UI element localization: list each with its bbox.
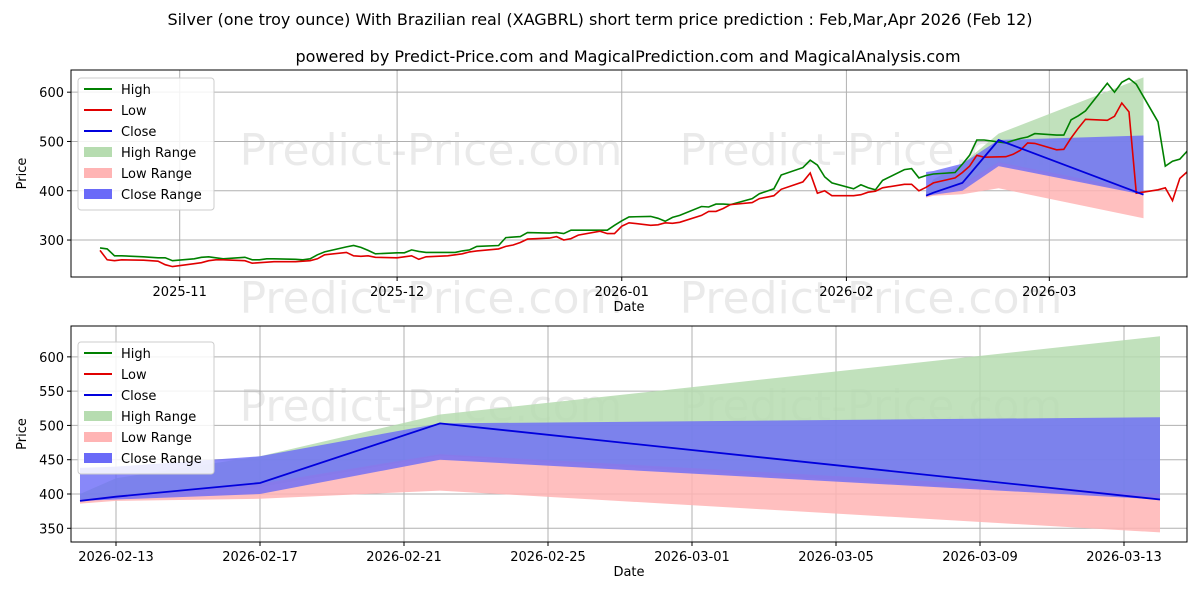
x-tick-label: 2026-02-13 (78, 550, 154, 565)
y-axis-label: Price (15, 418, 30, 450)
x-tick-label: 2026-03-05 (798, 550, 874, 565)
legend-label: Low Range (121, 167, 192, 182)
legend-label: Low (121, 368, 147, 383)
low-series-line (99, 101, 1187, 268)
close-range-band (926, 135, 1144, 196)
x-tick-label: 2026-01 (595, 285, 649, 300)
y-tick-label: 550 (39, 385, 64, 400)
axis-ticks: 2025-11 2025-12 2026-01 2026-02 2026-03 300 40… (39, 86, 1076, 300)
y-tick-label: 500 (39, 419, 64, 434)
y-tick-label: 400 (39, 488, 64, 503)
watermark: Predict-Price.com (240, 125, 623, 176)
y-tick-label: 600 (39, 86, 64, 101)
plot-frame (70, 325, 1188, 543)
legend-label: Close (121, 125, 156, 140)
legend-label: High Range (121, 146, 196, 161)
watermark: Predict-Price.com (680, 273, 1063, 324)
y-tick-label: 600 (39, 351, 64, 366)
watermark: Predict-Price.com (240, 273, 623, 324)
x-axis-label: Date (613, 300, 644, 315)
legend-label: High Range (121, 410, 196, 425)
x-tick-label: 2026-03-13 (1086, 550, 1162, 565)
axis-ticks: 2026-02-13 2026-02-17 2026-02-21 2026-02-25… (39, 351, 1162, 565)
x-tick-label: 2026-03-09 (942, 550, 1018, 565)
x-tick-label: 2025-11 (153, 285, 207, 300)
y-tick-label: 300 (39, 234, 64, 249)
x-axis-label: Date (613, 565, 644, 580)
x-tick-label: 2026-03 (1022, 285, 1076, 300)
y-tick-label: 350 (39, 522, 64, 537)
y-tick-label: 450 (39, 454, 64, 469)
y-axis-label: Price (15, 158, 30, 190)
plot-area (99, 77, 1187, 268)
x-tick-label: 2026-02 (819, 285, 873, 300)
legend-label: High (121, 83, 151, 98)
x-tick-label: 2026-02-21 (366, 550, 442, 565)
x-tick-label: 2026-02-17 (222, 550, 298, 565)
legend-label: Low (121, 104, 147, 119)
legend: High Low Close High Range Low Range Close Ran… (77, 77, 215, 211)
legend-label: Close Range (121, 452, 202, 467)
legend-label: Low Range (121, 431, 192, 446)
x-tick-label: 2026-02-25 (510, 550, 586, 565)
history-panel: Predict-Price.com Predict-Price.com Predic… (15, 69, 1188, 324)
legend-swatch-patch (84, 168, 112, 178)
legend-label: High (121, 347, 151, 362)
legend-label: Close (121, 389, 156, 404)
legend-swatch-patch (84, 189, 112, 199)
legend-swatch-patch (84, 411, 112, 421)
legend: High Low Close High Range Low Range Close Ran… (77, 341, 215, 475)
x-tick-label: 2025-12 (370, 285, 424, 300)
plot-frame (70, 69, 1188, 278)
close-forecast-line (925, 138, 1144, 197)
close-forecast-line (79, 422, 1161, 502)
chart-subtitle: powered by Predict-Price.com and Magical… (295, 47, 960, 66)
legend-swatch-patch (84, 453, 112, 463)
legend-swatch-patch (84, 147, 112, 157)
plot-area (79, 336, 1161, 533)
forecast-panel: Predict-Price.comPredict-Price.com2026-0… (15, 325, 1188, 580)
close-range-band (80, 417, 1160, 501)
x-tick-label: 2026-03-01 (654, 550, 730, 565)
high-series-line (99, 77, 1187, 262)
legend-label: Close Range (121, 188, 202, 203)
y-tick-label: 500 (39, 135, 64, 150)
y-tick-label: 400 (39, 185, 64, 200)
chart-title: Silver (one troy ounce) With Brazilian r… (167, 10, 1032, 29)
legend-swatch-patch (84, 432, 112, 442)
